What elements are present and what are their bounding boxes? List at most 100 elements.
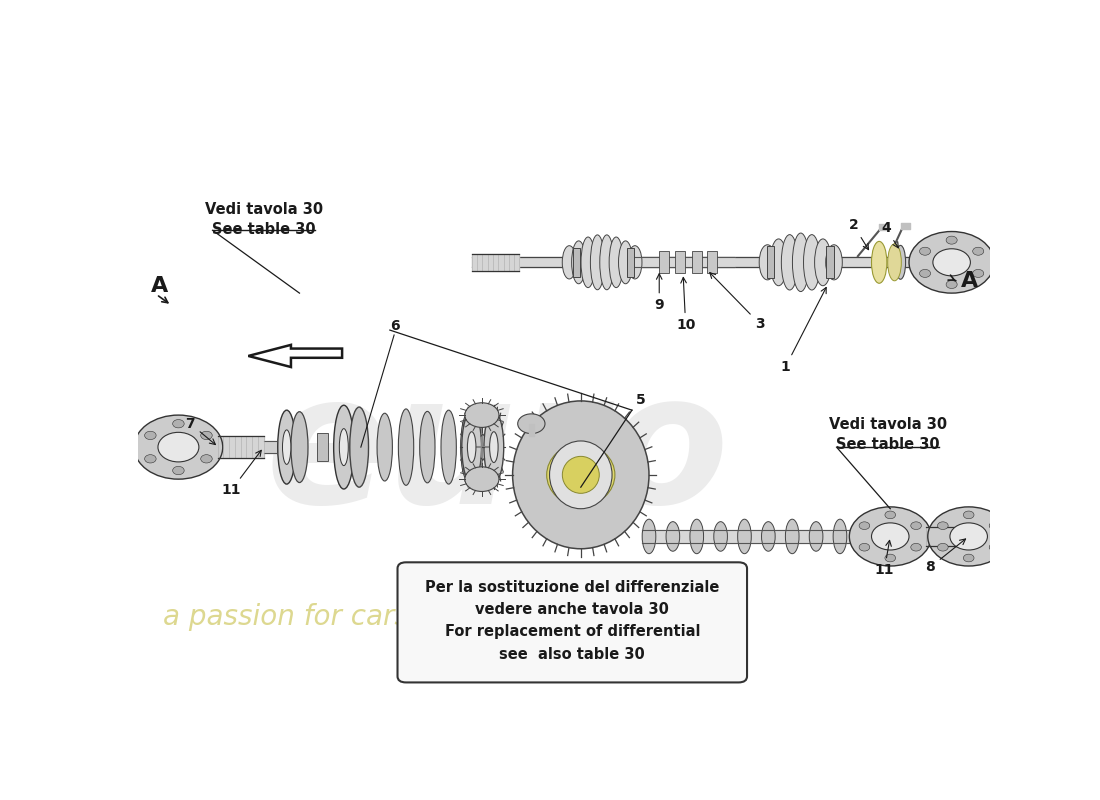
Ellipse shape [871, 242, 887, 283]
Ellipse shape [333, 406, 354, 489]
Ellipse shape [420, 411, 434, 483]
Ellipse shape [277, 410, 296, 484]
Text: euro: euro [265, 366, 729, 542]
Circle shape [989, 522, 1000, 530]
Ellipse shape [714, 522, 727, 551]
Circle shape [144, 431, 156, 439]
Ellipse shape [513, 401, 649, 549]
Circle shape [871, 523, 909, 550]
Ellipse shape [738, 519, 751, 554]
Ellipse shape [490, 432, 498, 462]
Ellipse shape [398, 409, 414, 486]
Ellipse shape [895, 246, 905, 279]
Circle shape [927, 507, 1010, 566]
Circle shape [849, 507, 932, 566]
Circle shape [884, 554, 895, 562]
Circle shape [465, 467, 499, 491]
Circle shape [911, 522, 922, 530]
Circle shape [933, 249, 970, 276]
Text: 2: 2 [849, 218, 869, 250]
Text: 6: 6 [389, 319, 399, 333]
Ellipse shape [770, 239, 786, 286]
Circle shape [920, 270, 931, 278]
Ellipse shape [572, 241, 585, 284]
Text: 11: 11 [874, 540, 894, 578]
Ellipse shape [441, 410, 456, 484]
Text: 5: 5 [636, 393, 646, 407]
Circle shape [200, 454, 212, 463]
Bar [573, 247, 580, 277]
Circle shape [937, 543, 948, 551]
Circle shape [134, 415, 222, 479]
Ellipse shape [785, 519, 799, 554]
Ellipse shape [591, 235, 605, 290]
Ellipse shape [462, 411, 482, 483]
Text: 10: 10 [676, 278, 695, 332]
Circle shape [989, 543, 1000, 551]
Text: 9: 9 [654, 274, 664, 313]
Ellipse shape [759, 245, 775, 280]
Text: 11: 11 [221, 450, 262, 498]
Ellipse shape [781, 234, 798, 290]
Ellipse shape [815, 239, 832, 286]
Ellipse shape [547, 444, 615, 506]
Text: A: A [151, 276, 168, 296]
Circle shape [937, 522, 948, 530]
Bar [767, 246, 774, 278]
Circle shape [972, 270, 983, 278]
Bar [317, 433, 329, 462]
Ellipse shape [339, 429, 349, 466]
Ellipse shape [484, 411, 504, 483]
Bar [707, 251, 717, 274]
Ellipse shape [562, 246, 576, 279]
Text: Vedi tavola 30
See table 30: Vedi tavola 30 See table 30 [828, 418, 947, 452]
Circle shape [859, 543, 870, 551]
Circle shape [884, 511, 895, 518]
Text: Vedi tavola 30
See table 30: Vedi tavola 30 See table 30 [205, 202, 322, 237]
Bar [692, 251, 702, 274]
Text: 8: 8 [925, 539, 966, 574]
Ellipse shape [803, 234, 821, 290]
Ellipse shape [283, 430, 290, 464]
Circle shape [859, 522, 870, 530]
Ellipse shape [468, 432, 476, 462]
Ellipse shape [377, 414, 393, 481]
Ellipse shape [550, 441, 612, 509]
Ellipse shape [857, 522, 871, 551]
Ellipse shape [461, 414, 476, 481]
Circle shape [158, 432, 199, 462]
Ellipse shape [642, 519, 656, 554]
Circle shape [950, 523, 988, 550]
Text: 4: 4 [881, 222, 899, 248]
Ellipse shape [600, 235, 614, 290]
Text: 3: 3 [710, 273, 764, 331]
Circle shape [909, 231, 994, 293]
Bar [826, 246, 834, 278]
Ellipse shape [609, 237, 624, 288]
Ellipse shape [618, 241, 632, 284]
Circle shape [964, 554, 974, 562]
Text: A: A [961, 271, 978, 291]
Ellipse shape [690, 519, 704, 554]
Circle shape [964, 511, 974, 518]
Ellipse shape [826, 245, 843, 280]
Circle shape [173, 466, 184, 474]
Ellipse shape [562, 456, 600, 494]
Text: a passion for cars since 19: a passion for cars since 19 [163, 602, 535, 630]
Circle shape [946, 236, 957, 244]
Ellipse shape [666, 522, 680, 551]
Ellipse shape [350, 407, 368, 487]
Ellipse shape [792, 233, 810, 291]
Circle shape [173, 419, 184, 428]
Bar [674, 251, 685, 274]
Ellipse shape [761, 522, 776, 551]
FancyBboxPatch shape [397, 562, 747, 682]
Circle shape [518, 414, 544, 434]
Circle shape [911, 543, 922, 551]
Ellipse shape [292, 412, 308, 482]
Ellipse shape [581, 237, 595, 288]
Circle shape [465, 402, 499, 427]
Ellipse shape [833, 519, 847, 554]
Bar [627, 247, 634, 277]
Circle shape [972, 247, 983, 255]
